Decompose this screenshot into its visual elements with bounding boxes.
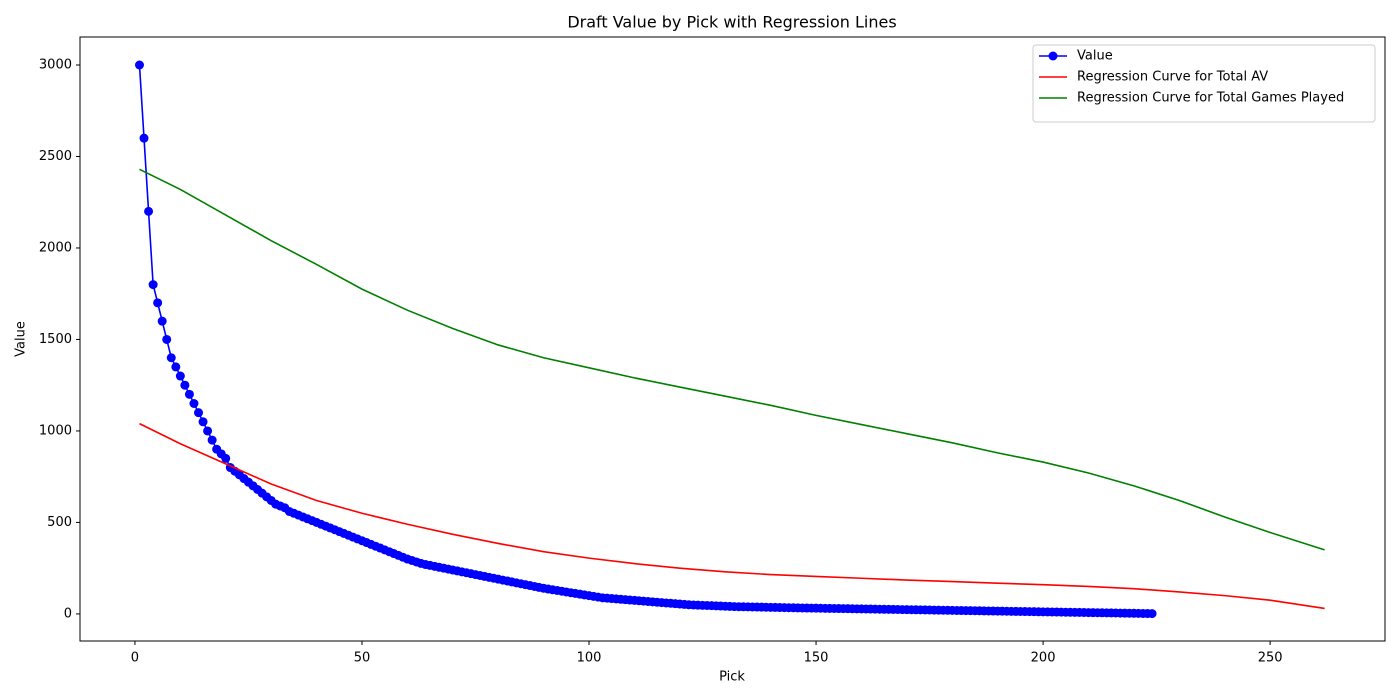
y-tick-label: 500 (47, 515, 72, 530)
x-tick-label: 50 (354, 651, 371, 666)
data-point (153, 298, 163, 308)
y-tick-label: 3000 (39, 57, 72, 72)
data-point (203, 426, 213, 436)
y-tick-label: 1500 (39, 332, 72, 347)
x-tick-label: 150 (804, 651, 829, 666)
data-point (134, 60, 144, 70)
data-point (171, 362, 181, 372)
x-tick-label: 0 (131, 651, 139, 666)
x-tick-label: 200 (1031, 651, 1056, 666)
data-point (207, 435, 217, 445)
data-point (162, 334, 172, 344)
data-point (189, 398, 199, 408)
data-point (166, 353, 176, 363)
legend-marker (1048, 51, 1058, 61)
x-axis-label: Pick (719, 670, 745, 685)
y-axis-label: Value (14, 321, 29, 357)
data-point (180, 380, 190, 390)
x-tick-label: 100 (577, 651, 602, 666)
y-tick-label: 2500 (39, 149, 72, 164)
data-point (157, 316, 167, 326)
data-point (175, 371, 185, 381)
data-point (221, 453, 231, 463)
legend-label: Regression Curve for Total Games Played (1077, 91, 1344, 106)
data-point (184, 389, 194, 399)
data-point (198, 417, 208, 427)
y-tick-label: 0 (64, 606, 72, 621)
y-tick-label: 2000 (39, 240, 72, 255)
data-point (148, 280, 158, 290)
series-line (139, 168, 1325, 551)
legend-label: Regression Curve for Total AV (1077, 70, 1268, 85)
x-tick-label: 250 (1258, 651, 1283, 666)
chart-title: Draft Value by Pick with Regression Line… (567, 13, 896, 32)
data-point (139, 133, 149, 143)
series-line (139, 422, 1325, 610)
legend-box (1032, 44, 1376, 123)
data-point (144, 206, 154, 216)
data-point (1147, 609, 1157, 619)
legend-label: Value (1077, 49, 1113, 64)
data-point (194, 408, 204, 418)
y-tick-label: 1000 (39, 423, 72, 438)
